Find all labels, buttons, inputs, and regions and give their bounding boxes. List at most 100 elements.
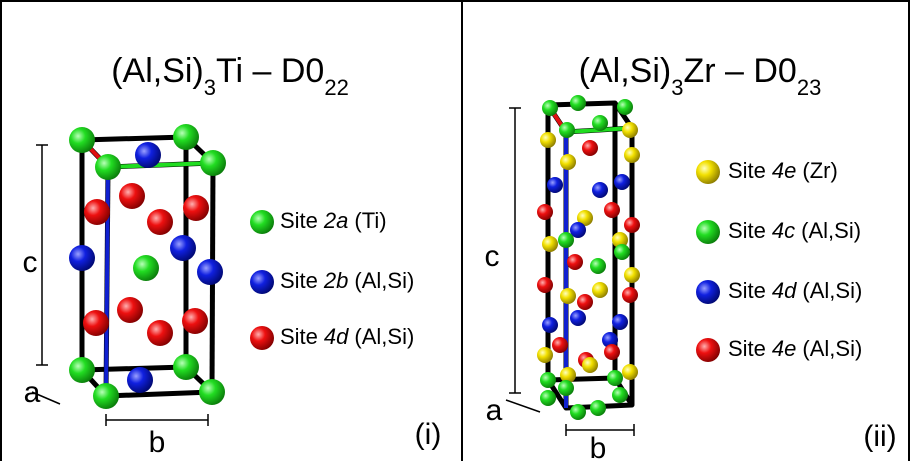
atom: [250, 270, 274, 294]
atom: [592, 182, 608, 198]
legend: Site2a(Ti)Site2b(Al,Si)Site4d(Al,Si): [250, 208, 414, 350]
c-bracket: [509, 108, 521, 393]
atom: [200, 150, 226, 176]
atom: [590, 258, 606, 274]
legend-site: Site: [280, 324, 318, 349]
atom: [558, 380, 574, 396]
panel-label: (i): [415, 418, 442, 451]
atom: [622, 122, 638, 138]
atom: [540, 132, 556, 148]
atom: [577, 294, 593, 310]
atom: [567, 254, 583, 270]
atom: [607, 370, 623, 386]
legend-site: Site: [728, 278, 766, 303]
atom: [552, 337, 568, 353]
atom: [69, 245, 95, 271]
atom: [537, 277, 553, 293]
atom: [542, 317, 558, 333]
panel-title: (Al,Si)3Zr – D023: [579, 52, 822, 100]
atom: [542, 236, 558, 252]
atom: [93, 383, 119, 409]
legend-site: Site: [728, 336, 766, 361]
atom: [540, 372, 556, 388]
legend-site: Site: [280, 268, 318, 293]
atom: [537, 204, 553, 220]
atom: [696, 280, 720, 304]
atom: [582, 357, 598, 373]
atom: [540, 390, 556, 406]
b-bracket: [106, 414, 208, 426]
atom: [183, 195, 209, 221]
atom: [133, 255, 159, 281]
unit-cell: [537, 95, 640, 420]
panel-label: (ii): [863, 420, 896, 453]
figure: (Al,Si)3Ti – D022 c a b (i) Site 2a(Ti) Si…: [0, 0, 910, 461]
atom: [582, 140, 598, 156]
panel: (Al,Si)3Ti – D022 c a b (i) Site 2a(Ti) Si…: [23, 52, 442, 459]
legend-wyckoff: 2a: [323, 208, 348, 233]
legend-species: (Al,Si): [802, 336, 862, 361]
atom: [612, 387, 628, 403]
atom: [592, 115, 608, 131]
legend-wyckoff: 4e: [772, 158, 796, 183]
atom: [117, 297, 143, 323]
atom: [83, 310, 109, 336]
atom: [250, 210, 274, 234]
atom: [170, 235, 196, 261]
legend-species: (Ti): [354, 208, 386, 233]
panel-title: (Al,Si)3Ti – D022: [111, 52, 349, 100]
atom: [147, 209, 173, 235]
c-bracket: [36, 145, 48, 365]
atom: [570, 95, 586, 111]
legend-site: Site: [728, 218, 766, 243]
atom: [614, 174, 630, 190]
legend: Site4e(Zr)Site4c(Al,Si)Site4d(Al,Si)Site…: [696, 158, 862, 362]
legend-species: (Zr): [802, 158, 837, 183]
atom: [696, 220, 720, 244]
atom: [197, 259, 223, 285]
legend-species: (Al,Si): [354, 324, 414, 349]
atom: [135, 142, 161, 168]
atom: [604, 344, 620, 360]
atom: [614, 244, 630, 260]
atom: [542, 100, 558, 116]
atom: [592, 282, 608, 298]
legend-species: (Al,Si): [802, 278, 862, 303]
atom: [696, 160, 720, 184]
atom: [696, 338, 720, 362]
legend-wyckoff: 4c: [772, 218, 795, 243]
atom: [537, 347, 553, 363]
atom: [547, 177, 563, 193]
atom: [199, 379, 225, 405]
atom: [622, 287, 638, 303]
atom: [590, 400, 606, 416]
atom: [119, 183, 145, 209]
atom: [622, 364, 638, 380]
axis-label: b: [149, 426, 166, 459]
atom: [147, 320, 173, 346]
atom: [69, 357, 95, 383]
axis-label: c: [23, 246, 38, 279]
legend-wyckoff: 4e: [772, 336, 796, 361]
axis-label: c: [485, 240, 500, 273]
legend-species: (Al,Si): [354, 268, 414, 293]
legend-wyckoff: 2b: [323, 268, 348, 293]
unit-cell: [69, 124, 226, 409]
legend-species: (Al,Si): [801, 218, 861, 243]
a-bracket: [506, 400, 540, 412]
atom: [560, 288, 576, 304]
axis-label: a: [24, 376, 41, 409]
atom: [127, 367, 153, 393]
axis-label: a: [486, 394, 503, 427]
atom: [559, 122, 575, 138]
atom: [570, 310, 586, 326]
atom: [612, 314, 628, 330]
atom: [250, 326, 274, 350]
atom: [624, 147, 640, 163]
legend-wyckoff: 4d: [324, 324, 349, 349]
atom: [624, 217, 640, 233]
